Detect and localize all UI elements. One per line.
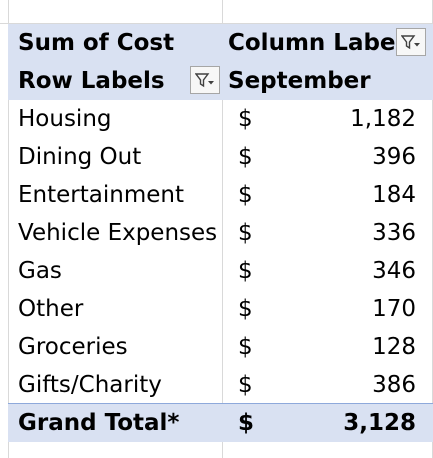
grand-total-value: 3,128 [343,410,416,436]
column-filter-button[interactable] [396,28,426,56]
row-labels-header[interactable]: Row Labels [18,68,165,94]
table-row[interactable]: Vehicle Expenses $ 336 [8,214,433,252]
currency-symbol: $ [238,106,253,132]
row-label: Groceries [18,334,128,360]
table-row[interactable]: Gifts/Charity $ 386 [8,366,433,404]
table-row[interactable]: Housing $ 1,182 [8,100,433,138]
filter-dropdown-icon [195,73,214,88]
row-value: 170 [372,296,416,322]
currency-symbol: $ [238,334,253,360]
row-value: 128 [372,334,416,360]
row-label: Housing [18,106,112,132]
row-value: 336 [372,220,416,246]
filter-dropdown-icon [401,35,420,50]
row-filter-button[interactable] [190,66,220,94]
currency-symbol: $ [238,182,253,208]
pivot-header-row: Sum of Cost Column Labels [8,24,433,62]
currency-symbol: $ [238,296,253,322]
row-value: 1,182 [350,106,416,132]
currency-symbol: $ [238,144,253,170]
gridline-horizontal [0,23,433,24]
grand-total-row[interactable]: Grand Total* $ 3,128 [8,403,433,442]
row-label: Dining Out [18,144,142,170]
gridline-vertical [8,0,9,458]
row-label: Gifts/Charity [18,372,162,398]
column-labels-header[interactable]: Column Labels [228,30,418,56]
values-field-label[interactable]: Sum of Cost [18,30,175,56]
table-row[interactable]: Entertainment $ 184 [8,176,433,214]
row-value: 184 [372,182,416,208]
gridline-vertical [222,0,223,458]
table-row[interactable]: Gas $ 346 [8,252,433,290]
currency-symbol: $ [238,410,255,436]
table-row[interactable]: Dining Out $ 396 [8,138,433,176]
table-row[interactable]: Groceries $ 128 [8,328,433,366]
column-value-header[interactable]: September [228,68,371,94]
currency-symbol: $ [238,258,253,284]
row-value: 386 [372,372,416,398]
row-label: Vehicle Expenses [18,220,218,246]
pivot-header-row: Row Labels September [8,62,433,100]
table-row[interactable]: Other $ 170 [8,290,433,328]
row-value: 346 [372,258,416,284]
row-label: Entertainment [18,182,184,208]
currency-symbol: $ [238,220,253,246]
row-value: 396 [372,144,416,170]
grand-total-label: Grand Total* [18,410,180,436]
row-label: Other [18,296,84,322]
currency-symbol: $ [238,372,253,398]
row-label: Gas [18,258,62,284]
